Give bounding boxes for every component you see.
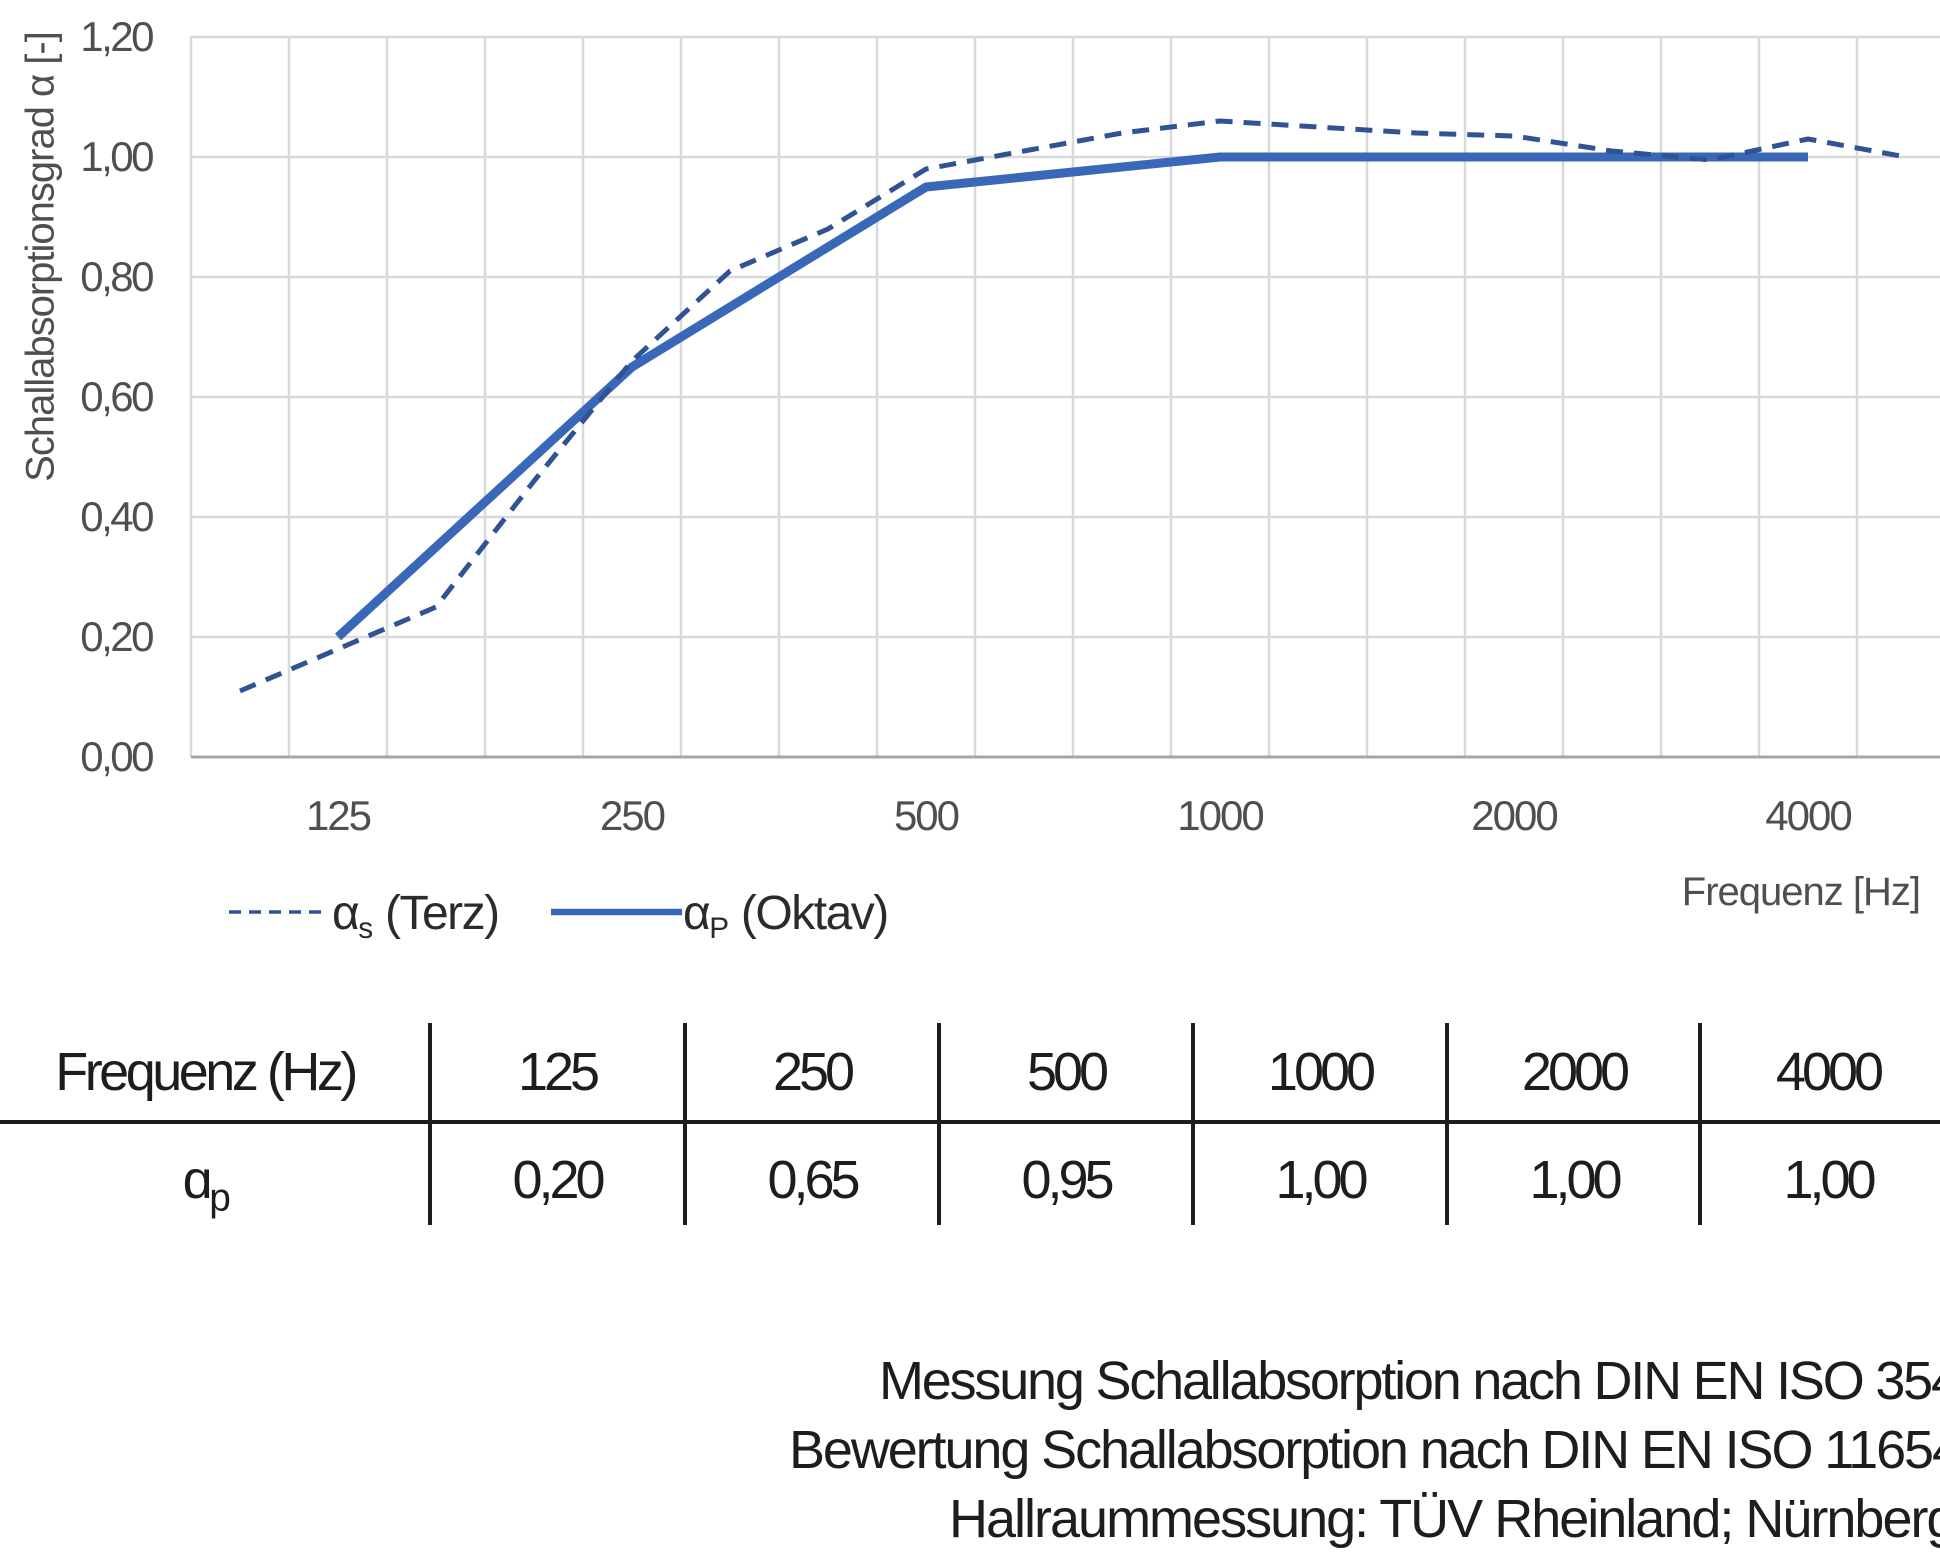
footer-line-messung: Messung Schallabsorption nach DIN EN ISO…	[879, 1351, 1940, 1411]
legend-dashed-line-sample	[229, 910, 321, 914]
y-tick-1.00: 1,00	[80, 133, 154, 180]
table-header-500: 500	[1026, 1042, 1109, 1102]
legend-solid-line-sample	[551, 908, 682, 916]
footer-line-bewertung: Bewertung Schallabsorption nach DIN EN I…	[789, 1420, 1940, 1480]
x-tick-4000: 4000	[1765, 792, 1852, 839]
table-divider-4	[1191, 1023, 1195, 1225]
table-value-2000: 1,00	[1529, 1150, 1622, 1210]
table-divider-1	[428, 1023, 432, 1225]
x-tick-125: 125	[305, 792, 372, 839]
x-axis-title: Frequenz [Hz]	[1681, 870, 1921, 914]
y-tick-0.20: 0,20	[80, 613, 154, 660]
table-header-2000: 2000	[1521, 1042, 1630, 1102]
x-tick-500: 500	[893, 792, 960, 839]
legend-label-oktav: αP (Oktav)	[683, 887, 889, 945]
y-tick-0.60: 0,60	[80, 373, 154, 420]
y-tick-1.20: 1,20	[80, 13, 154, 60]
table-header-1000: 1000	[1267, 1042, 1376, 1102]
table-value-4000: 1,00	[1783, 1150, 1876, 1210]
footer-line-hallraum: Hallraummessung: TÜV Rheinland; Nürnberg	[949, 1489, 1940, 1549]
y-tick-0.40: 0,40	[80, 493, 154, 540]
x-tick-1000: 1000	[1177, 792, 1264, 839]
table-header-125: 125	[517, 1042, 600, 1102]
table-divider-5	[1445, 1023, 1449, 1225]
y-tick-0.80: 0,80	[80, 253, 154, 300]
absorption-line-chart	[189, 35, 1940, 759]
legend-label-terz: αs (Terz)	[332, 887, 500, 945]
x-tick-2000: 2000	[1471, 792, 1558, 839]
table-row-label: ɑp	[182, 1150, 231, 1220]
table-value-1000: 1,00	[1275, 1150, 1368, 1210]
table-divider-2	[683, 1023, 687, 1225]
table-header-250: 250	[772, 1042, 855, 1102]
table-value-125: 0,20	[512, 1150, 605, 1210]
table-divider-6	[1698, 1023, 1702, 1225]
table-value-250: 0,65	[767, 1150, 860, 1210]
table-divider-3	[937, 1023, 941, 1225]
y-tick-0.00: 0,00	[80, 733, 154, 780]
x-tick-250: 250	[599, 792, 666, 839]
table-horizontal-rule	[0, 1120, 1940, 1124]
table-value-500: 0,95	[1021, 1150, 1114, 1210]
table-header-label: Frequenz (Hz)	[55, 1042, 358, 1102]
table-header-4000: 4000	[1775, 1042, 1884, 1102]
